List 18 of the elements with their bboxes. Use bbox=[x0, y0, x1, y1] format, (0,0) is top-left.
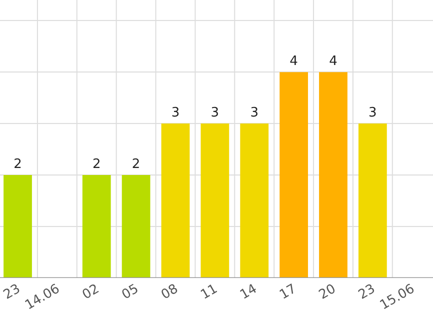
x-tick-label: 02 bbox=[80, 282, 102, 303]
x-tick-label: 20 bbox=[316, 282, 338, 303]
x-tick-label: 05 bbox=[119, 282, 142, 303]
data-label: 3 bbox=[171, 106, 180, 121]
data-label: 3 bbox=[250, 106, 258, 121]
data-label: 4 bbox=[329, 54, 338, 70]
data-label: 2 bbox=[132, 157, 140, 172]
x-tick-label: 17 bbox=[277, 282, 300, 303]
data-label: 2 bbox=[14, 157, 22, 172]
data-label: 4 bbox=[290, 54, 298, 70]
x-tick-label: 23 bbox=[356, 282, 378, 303]
data-label: 3 bbox=[210, 106, 220, 121]
x-tick-label: 23 bbox=[1, 282, 23, 303]
x-tick-label: 11 bbox=[198, 282, 220, 303]
x-tick-label: 14 bbox=[238, 282, 260, 303]
data-label: 2 bbox=[92, 157, 101, 172]
x-tick-label: 08 bbox=[158, 282, 181, 303]
data-label: 3 bbox=[368, 106, 377, 121]
